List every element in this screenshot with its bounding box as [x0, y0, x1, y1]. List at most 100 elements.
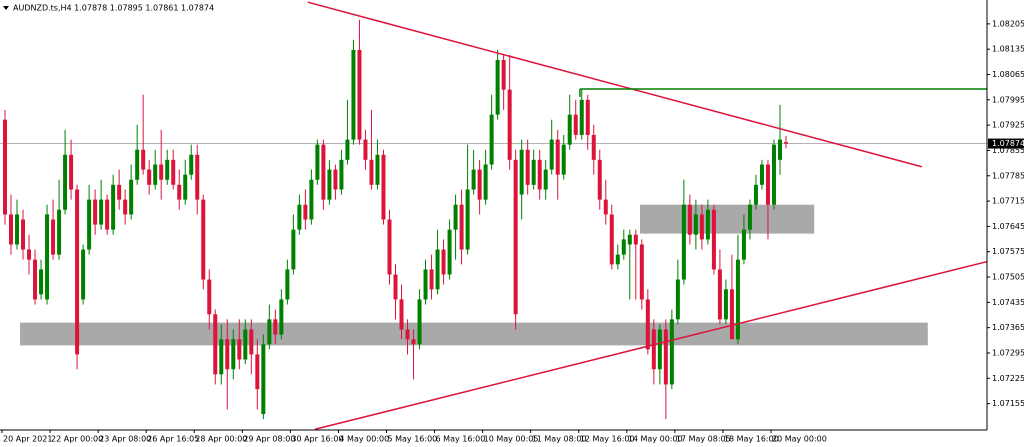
candle-body	[375, 154, 380, 185]
candle-body	[75, 189, 80, 355]
candle-body	[771, 144, 776, 205]
x-tick-label: 18 May 16:00	[724, 435, 779, 444]
candle-body	[423, 269, 428, 300]
candle-body	[249, 329, 254, 355]
candle-body	[333, 169, 338, 190]
candle-body	[189, 154, 194, 175]
candle-body	[591, 134, 596, 160]
y-tick-label: 1.07645	[992, 222, 1024, 231]
y-tick-label: 1.08205	[992, 19, 1024, 28]
candle-body	[213, 314, 218, 375]
candle-body	[615, 254, 620, 265]
candle-body	[633, 234, 638, 245]
menu-icon	[3, 6, 9, 10]
candle-body	[63, 154, 68, 210]
candle-body	[465, 189, 470, 250]
candle-body	[351, 49, 356, 140]
candle-body	[273, 319, 278, 335]
candle-body	[627, 234, 632, 245]
candle-body	[537, 159, 542, 190]
x-tick-label: 29 Apr 08:00	[243, 435, 295, 444]
candle-body	[3, 119, 7, 215]
candle-body	[471, 169, 476, 190]
candle-body	[705, 209, 710, 240]
candle-body	[741, 229, 746, 260]
candle-body	[369, 159, 374, 185]
candle-body	[453, 204, 458, 230]
candle-body	[39, 269, 44, 295]
x-tick-label: 6 May 16:00	[436, 435, 486, 444]
candle-body	[711, 209, 716, 270]
x-tick-label: 10 May 00:05	[484, 435, 539, 444]
candle-body	[723, 289, 728, 320]
candle-body	[99, 199, 104, 225]
x-tick-label: 14 May 00:00	[628, 435, 683, 444]
candle-body	[777, 139, 782, 160]
candle-body	[267, 319, 272, 345]
candle-body	[291, 229, 296, 270]
candle-body	[111, 184, 116, 230]
candle-body	[315, 144, 320, 180]
candle-body	[483, 164, 488, 200]
candle-body	[669, 319, 674, 385]
candle-body	[9, 214, 14, 245]
x-tick-label: 20 May 00:00	[772, 435, 827, 444]
candle-body	[231, 339, 236, 370]
candle-body	[135, 149, 140, 180]
candle-body	[327, 169, 332, 200]
candle-body	[459, 204, 464, 250]
candle-body	[555, 139, 560, 175]
candle-body	[363, 139, 368, 160]
candle-body	[21, 219, 26, 250]
candle-body	[549, 139, 554, 170]
y-tick-label: 1.07575	[992, 247, 1024, 256]
candle-body	[747, 204, 752, 230]
candle-body	[285, 269, 290, 300]
candle-body	[297, 204, 302, 230]
candle-body	[303, 204, 308, 220]
candle-body	[255, 354, 260, 390]
candle-body	[579, 99, 584, 135]
candle-body	[411, 339, 416, 345]
candle-body	[33, 259, 38, 300]
candle-body	[729, 289, 734, 340]
y-tick-label: 1.07715	[992, 197, 1024, 206]
candle-body	[57, 209, 62, 255]
x-tick-label: 12 May 16:00	[580, 435, 635, 444]
x-tick-label: 30 Apr 16:00	[291, 435, 343, 444]
candle-body	[597, 159, 602, 200]
y-tick-label: 1.07925	[992, 121, 1024, 130]
candle-body	[435, 249, 440, 290]
candle-body	[441, 249, 446, 275]
candle-body	[417, 299, 422, 345]
y-tick-label: 1.07505	[992, 273, 1024, 282]
candle-body	[507, 89, 512, 160]
trendline	[307, 1, 922, 168]
candle-body	[663, 329, 668, 385]
x-tick-label: 11 May 08:00	[532, 435, 587, 444]
candle-body	[699, 214, 704, 240]
candle-body	[45, 214, 50, 300]
zone	[20, 322, 928, 346]
y-tick-label: 1.07995	[992, 95, 1024, 104]
candle-body	[784, 142, 789, 144]
y-tick-label: 1.07855	[992, 146, 1024, 155]
candle-body	[513, 159, 518, 315]
y-tick-label: 1.07365	[992, 323, 1024, 332]
candle-body	[195, 154, 200, 200]
candle-body	[123, 199, 128, 215]
candle-body	[81, 249, 86, 300]
candle-body	[147, 169, 152, 185]
candle-body	[159, 164, 164, 180]
last-price-label: 1.07874	[992, 139, 1024, 148]
candle-body	[225, 339, 230, 370]
x-tick-label: 20 Apr 2021	[3, 435, 52, 444]
candle-body	[639, 244, 644, 300]
candle-body	[495, 60, 500, 115]
candle-body	[345, 139, 350, 160]
candle-body	[477, 169, 482, 200]
candle-body	[51, 219, 56, 255]
candle-body	[339, 159, 344, 190]
